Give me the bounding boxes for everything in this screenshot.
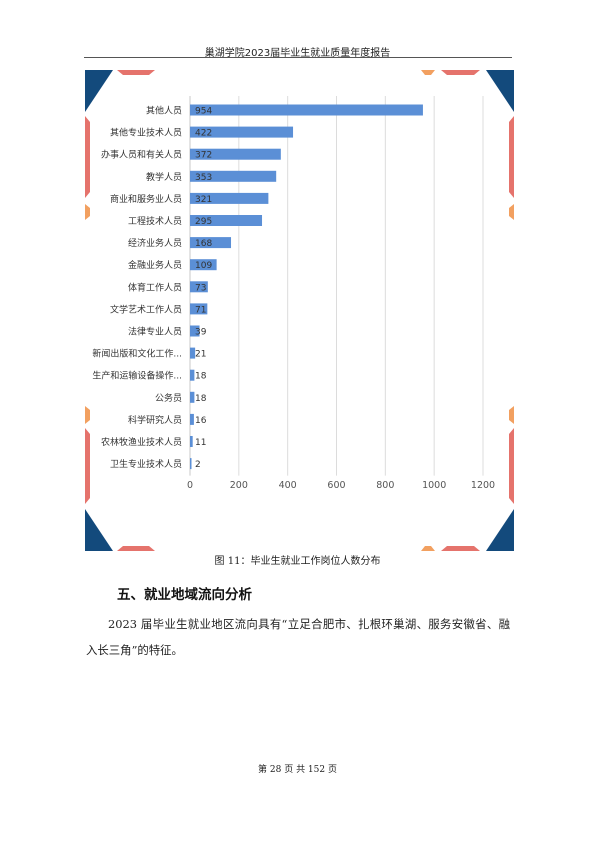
data-label: 39 [195,328,207,338]
border-band-right-4 [509,428,514,504]
bar [190,215,263,226]
corner-triangle-bottom-left [85,509,113,551]
border-band-top-1 [117,70,155,75]
page-footer: 第 28 页 共 152 页 [258,765,337,775]
category-label: 工程技术人员 [128,215,182,227]
border-band-left-3 [85,406,90,424]
figure-caption: 图 11：毕业生就业工作岗位人数分布 [214,556,381,567]
bar [190,237,232,249]
data-label: 422 [195,129,212,139]
bar [190,369,195,381]
data-label: 18 [195,394,207,404]
running-header: 巢湖学院2023届毕业生就业质量年度报告 [204,48,391,59]
border-band-top-3 [441,70,480,75]
category-label: 卫生专业技术人员 [110,458,182,470]
border-band-right-2 [509,204,514,220]
category-label: 科学研究人员 [128,414,182,426]
bar [190,347,196,359]
x-tick-label: 800 [376,480,394,491]
data-label: 954 [195,107,212,117]
bar [190,436,193,447]
category-label: 办事人员和有关人员 [101,149,182,161]
corner-triangle-top-left [85,70,113,112]
category-label: 教学人员 [146,171,182,183]
data-label: 73 [195,283,206,293]
bar [190,458,192,470]
bar [190,259,217,271]
border-band-bottom-3 [441,546,480,551]
border-band-left-4 [85,428,90,504]
category-label: 经济业务人员 [128,237,182,249]
x-tick-label: 600 [327,480,345,491]
decorative-border [85,70,514,551]
data-label: 353 [195,173,212,183]
corner-triangle-top-right [486,70,514,112]
data-label: 21 [195,350,206,360]
border-band-bottom-1 [117,546,155,551]
category-label: 法律专业人员 [128,326,182,338]
bar [190,303,208,315]
border-band-right-1 [509,116,514,198]
bar [190,104,423,116]
data-label: 2 [195,460,201,470]
border-band-bottom-2 [421,546,435,551]
category-label: 体育工作人员 [128,281,182,293]
data-label: 372 [195,151,212,161]
data-label: 71 [195,305,206,315]
data-label: 109 [195,261,212,271]
category-label: 商业和服务业人员 [110,193,182,205]
x-tick-label: 400 [279,480,297,491]
x-tick-label: 1000 [422,480,446,491]
category-label: 金融业务人员 [128,259,182,271]
corner-triangle-bottom-right [486,509,514,551]
section-heading: 五、就业地域流向分析 [117,587,252,603]
data-label: 168 [195,239,212,249]
bar [190,391,195,403]
x-tick-label: 200 [230,480,248,491]
border-band-right-3 [509,406,514,424]
category-label: 生产和运输设备操作... [92,370,182,382]
category-label: 其他专业技术人员 [110,127,182,139]
x-tick-label: 1200 [471,480,495,491]
data-label: 18 [195,372,207,382]
data-label: 295 [195,217,212,227]
category-label: 新闻出版和文化工作... [92,348,182,360]
category-label: 农林牧渔业技术人员 [101,436,182,448]
data-label: 16 [195,416,207,426]
category-label: 文学艺术工作人员 [110,303,182,315]
body-paragraph: 2023 届毕业生就业地区流向具有“立足合肥市、扎根环巢湖、服务安徽省、融入长三… [86,617,510,657]
bar [190,413,194,425]
bar-chart: 0 200 400 600 800 1000 1200 其他人员 954 其他专业技术人员 422 办… [92,96,495,491]
category-label: 其他人员 [146,105,182,117]
bar [190,148,281,160]
border-band-top-2 [421,70,435,75]
header-divider [84,57,512,58]
x-tick-label: 0 [187,480,193,491]
bar [190,126,294,138]
bar [190,325,200,337]
border-band-left-1 [85,116,90,198]
data-label: 11 [195,438,206,448]
bar [190,192,269,204]
chart-frame: 0 200 400 600 800 1000 1200 其他人员 954 其他专业技术人员 422 办… [85,70,514,551]
data-label: 321 [195,195,212,205]
bar [190,281,208,293]
bar [190,170,277,182]
category-label: 公务员 [155,392,182,404]
border-band-left-2 [85,204,90,220]
